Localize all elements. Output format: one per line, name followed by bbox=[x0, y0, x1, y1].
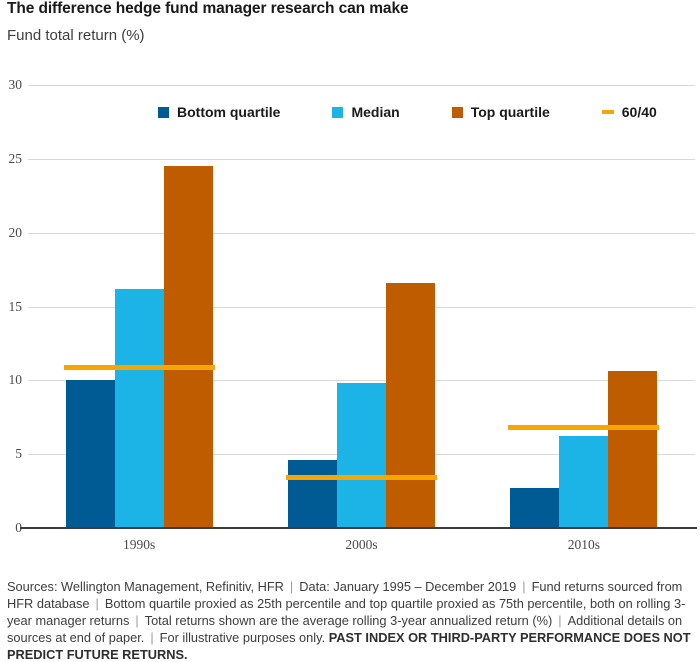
separator: | bbox=[95, 596, 99, 611]
line-60-40-1990s bbox=[63, 364, 215, 370]
bar-median-1990s bbox=[114, 288, 164, 528]
y-axis-tick-label: 5 bbox=[15, 446, 22, 462]
separator: | bbox=[289, 579, 294, 594]
line-60-40-2010s bbox=[508, 425, 660, 431]
median-swatch-icon bbox=[332, 106, 344, 118]
y-axis-tick-label: 20 bbox=[8, 224, 23, 240]
plot-area: Bottom quartile Median Top quartile 60/4… bbox=[9, 77, 697, 552]
bar-bottom-quartile-2010s bbox=[510, 488, 560, 528]
bar-top-quartile-2010s bbox=[608, 371, 658, 528]
legend-label-median: Median bbox=[351, 104, 400, 120]
gridline-30 bbox=[28, 85, 695, 86]
legend-item-60-40: 60/40 bbox=[601, 104, 657, 120]
separator: | bbox=[150, 630, 154, 645]
y-axis-tick-label: 25 bbox=[8, 150, 23, 166]
x-axis-category-label: 2000s bbox=[345, 537, 378, 552]
bar-top-quartile-1990s bbox=[163, 166, 213, 528]
x-axis-category-label: 2010s bbox=[567, 537, 600, 552]
y-axis-tick-label: 0 bbox=[15, 520, 22, 535]
separator: | bbox=[135, 613, 139, 628]
footer-segment: Bottom quartile proxied as 25th percenti… bbox=[7, 596, 686, 628]
bar-bottom-quartile-2000s bbox=[288, 460, 337, 528]
footer-segment: Total returns shown are the average roll… bbox=[144, 613, 553, 628]
legend-label-60-40: 60/40 bbox=[621, 104, 657, 120]
footer-segment: Fund returns sourced from HFR database bbox=[7, 579, 683, 611]
bottom-quartile-swatch-icon bbox=[158, 106, 169, 118]
line-60-40-2000s bbox=[286, 475, 437, 481]
disclaimer-bold: PAST INDEX OR THIRD-PARTY PERFORMANCE DO… bbox=[7, 630, 691, 662]
legend-item-top-quartile: Top quartile bbox=[451, 104, 550, 120]
footer-segment: Data: January 1995 – December 2019 bbox=[299, 579, 517, 594]
gridline-20 bbox=[28, 233, 695, 234]
footer-segment: For illustrative purposes only. bbox=[159, 630, 326, 645]
bar-median-2000s bbox=[337, 383, 386, 528]
gridline-25 bbox=[28, 159, 695, 160]
legend-label-bottom-quartile: Bottom quartile bbox=[177, 104, 281, 120]
x-axis-category-label: 1990s bbox=[123, 537, 156, 552]
separator: | bbox=[558, 613, 562, 628]
chart-subtitle: Fund total return (%) bbox=[7, 27, 145, 44]
y-axis-tick-label: 10 bbox=[8, 372, 23, 388]
gridline-10 bbox=[28, 380, 695, 381]
gridline-15 bbox=[28, 307, 695, 308]
60-40-dash-icon bbox=[601, 110, 614, 114]
top-quartile-swatch-icon bbox=[451, 106, 463, 118]
bar-top-quartile-2000s bbox=[386, 282, 435, 528]
legend-item-median: Median bbox=[332, 104, 400, 120]
separator: | bbox=[522, 579, 526, 594]
source-note: Sources: Wellington Management, Refiniti… bbox=[7, 578, 695, 662]
chart-title: The difference hedge fund manager resear… bbox=[7, 0, 409, 17]
x-axis-baseline bbox=[20, 527, 697, 529]
legend: Bottom quartile Median Top quartile 60/4… bbox=[158, 104, 657, 120]
y-axis-tick-label: 15 bbox=[8, 298, 23, 314]
bar-bottom-quartile-1990s bbox=[65, 380, 115, 528]
legend-label-top-quartile: Top quartile bbox=[470, 104, 550, 120]
footer-segment: Sources: Wellington Management, Refiniti… bbox=[7, 579, 284, 594]
bar-median-2010s bbox=[559, 436, 609, 528]
footer-segment: Additional details on sources at end of … bbox=[7, 613, 683, 645]
y-axis-tick-label: 30 bbox=[8, 77, 23, 92]
legend-item-bottom-quartile: Bottom quartile bbox=[158, 104, 280, 120]
